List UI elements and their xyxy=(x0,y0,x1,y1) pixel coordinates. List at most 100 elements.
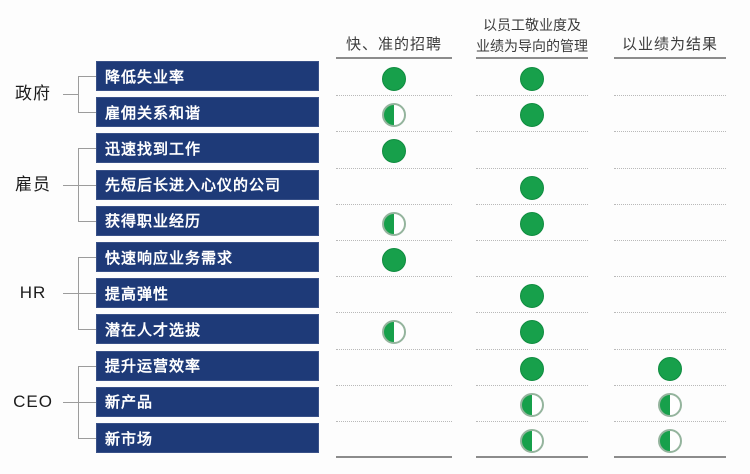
row-separator xyxy=(614,276,726,278)
row-separator xyxy=(476,384,588,386)
goal-bar: 迅速找到工作 xyxy=(96,133,319,164)
goal-bar-label: 潜在人才选拔 xyxy=(105,321,202,339)
row-separator xyxy=(336,95,452,97)
bracket-row-line xyxy=(78,184,96,186)
row-separator xyxy=(614,167,726,169)
group-label: 政府 xyxy=(15,84,51,104)
row-separator xyxy=(336,276,452,278)
goal-bar-label: 快速响应业务需求 xyxy=(105,249,234,267)
goal-bar: 潜在人才选拔 xyxy=(96,314,319,345)
column-header-fast-accurate-recruiting: 快、准的招聘 xyxy=(345,36,442,54)
goal-bar: 快速响应业务需求 xyxy=(96,242,319,272)
goal-bar-label: 新产品 xyxy=(105,394,154,412)
column-bottom-rule xyxy=(336,456,452,458)
dot-full xyxy=(382,67,406,91)
dot-half xyxy=(382,103,406,128)
bracket-row-line xyxy=(78,76,96,77)
bracket-vertical-line xyxy=(78,76,79,113)
row-separator xyxy=(336,240,452,241)
goal-bar-label: 降低失业率 xyxy=(105,68,186,86)
bracket-row-line xyxy=(78,401,96,403)
bracket-row-line xyxy=(78,293,96,295)
row-separator xyxy=(476,131,588,133)
row-separator xyxy=(614,312,726,314)
row-separator xyxy=(336,384,452,386)
column-header-performance-as-result: 以业绩为结果 xyxy=(621,36,718,54)
column-bottom-rule xyxy=(476,456,588,458)
column-bottom-rule xyxy=(614,456,726,458)
row-separator xyxy=(476,203,588,205)
row-separator xyxy=(614,348,726,350)
bracket-row-line xyxy=(78,112,96,114)
goal-bar-label: 提高弹性 xyxy=(105,285,170,303)
row-separator xyxy=(336,421,452,422)
row-separator xyxy=(336,131,452,133)
row-separator xyxy=(614,384,726,386)
row-separator xyxy=(476,95,588,97)
dot-half xyxy=(658,429,682,453)
dot-full xyxy=(658,356,682,381)
bracket-row-line xyxy=(78,220,96,222)
dot-full xyxy=(520,175,544,200)
goal-bar: 雇佣关系和谐 xyxy=(96,97,319,128)
dot-half xyxy=(382,320,406,345)
column-top-rule xyxy=(336,57,452,59)
goal-bar: 提高弹性 xyxy=(96,278,319,309)
dot-full xyxy=(520,284,544,309)
bracket-row-line xyxy=(78,329,96,331)
dot-half xyxy=(520,429,544,453)
column-top-rule xyxy=(476,57,588,59)
column-top-rule xyxy=(614,57,726,59)
dot-full xyxy=(520,211,544,236)
dot-full xyxy=(520,67,544,91)
row-separator xyxy=(614,131,726,133)
bracket-vertical-line xyxy=(78,365,79,438)
goal-bar-label: 雇佣关系和谐 xyxy=(105,104,202,122)
row-separator xyxy=(614,95,726,97)
row-separator xyxy=(614,203,726,205)
bracket-label-line xyxy=(63,184,78,186)
dot-full xyxy=(520,103,544,128)
goal-bar-label: 获得职业经历 xyxy=(105,213,202,231)
bracket-label-line xyxy=(63,293,78,295)
row-separator xyxy=(336,312,452,314)
row-separator xyxy=(614,421,726,422)
goal-bar-label: 迅速找到工作 xyxy=(105,140,202,158)
bracket-row-line xyxy=(78,438,96,439)
bracket-row-line xyxy=(78,257,96,258)
dot-half xyxy=(382,211,406,236)
row-separator xyxy=(336,348,452,350)
group-label: 雇员 xyxy=(15,174,51,194)
row-separator xyxy=(476,167,588,169)
goal-bar-label: 新市场 xyxy=(105,430,154,448)
row-separator xyxy=(476,348,588,350)
goal-bar: 新产品 xyxy=(96,386,319,417)
goal-bar: 降低失业率 xyxy=(96,61,319,91)
goal-bar-label: 先短后长进入心仪的公司 xyxy=(105,177,282,195)
bracket-row-line xyxy=(78,365,96,367)
column-header-engagement-performance-management: 以员工敬业度及 业绩为导向的管理 xyxy=(476,17,588,54)
row-separator xyxy=(476,421,588,422)
goal-bar: 提升运营效率 xyxy=(96,350,319,381)
row-separator xyxy=(476,276,588,278)
bracket-vertical-line xyxy=(78,148,79,221)
row-separator xyxy=(614,240,726,241)
bracket-row-line xyxy=(78,148,96,150)
row-separator xyxy=(476,240,588,241)
goal-bar: 先短后长进入心仪的公司 xyxy=(96,169,319,200)
row-separator xyxy=(336,167,452,169)
dot-half xyxy=(520,392,544,417)
group-label: HR xyxy=(19,283,47,303)
group-label: CEO xyxy=(13,391,53,411)
dot-full xyxy=(520,320,544,345)
goal-bar-label: 提升运营效率 xyxy=(105,358,202,376)
bracket-label-line xyxy=(63,94,78,96)
bracket-label-line xyxy=(63,401,78,403)
dot-half xyxy=(658,392,682,417)
dot-full xyxy=(520,356,544,381)
dot-full xyxy=(382,248,406,272)
goal-bar: 新市场 xyxy=(96,423,319,453)
dot-full xyxy=(382,139,406,164)
